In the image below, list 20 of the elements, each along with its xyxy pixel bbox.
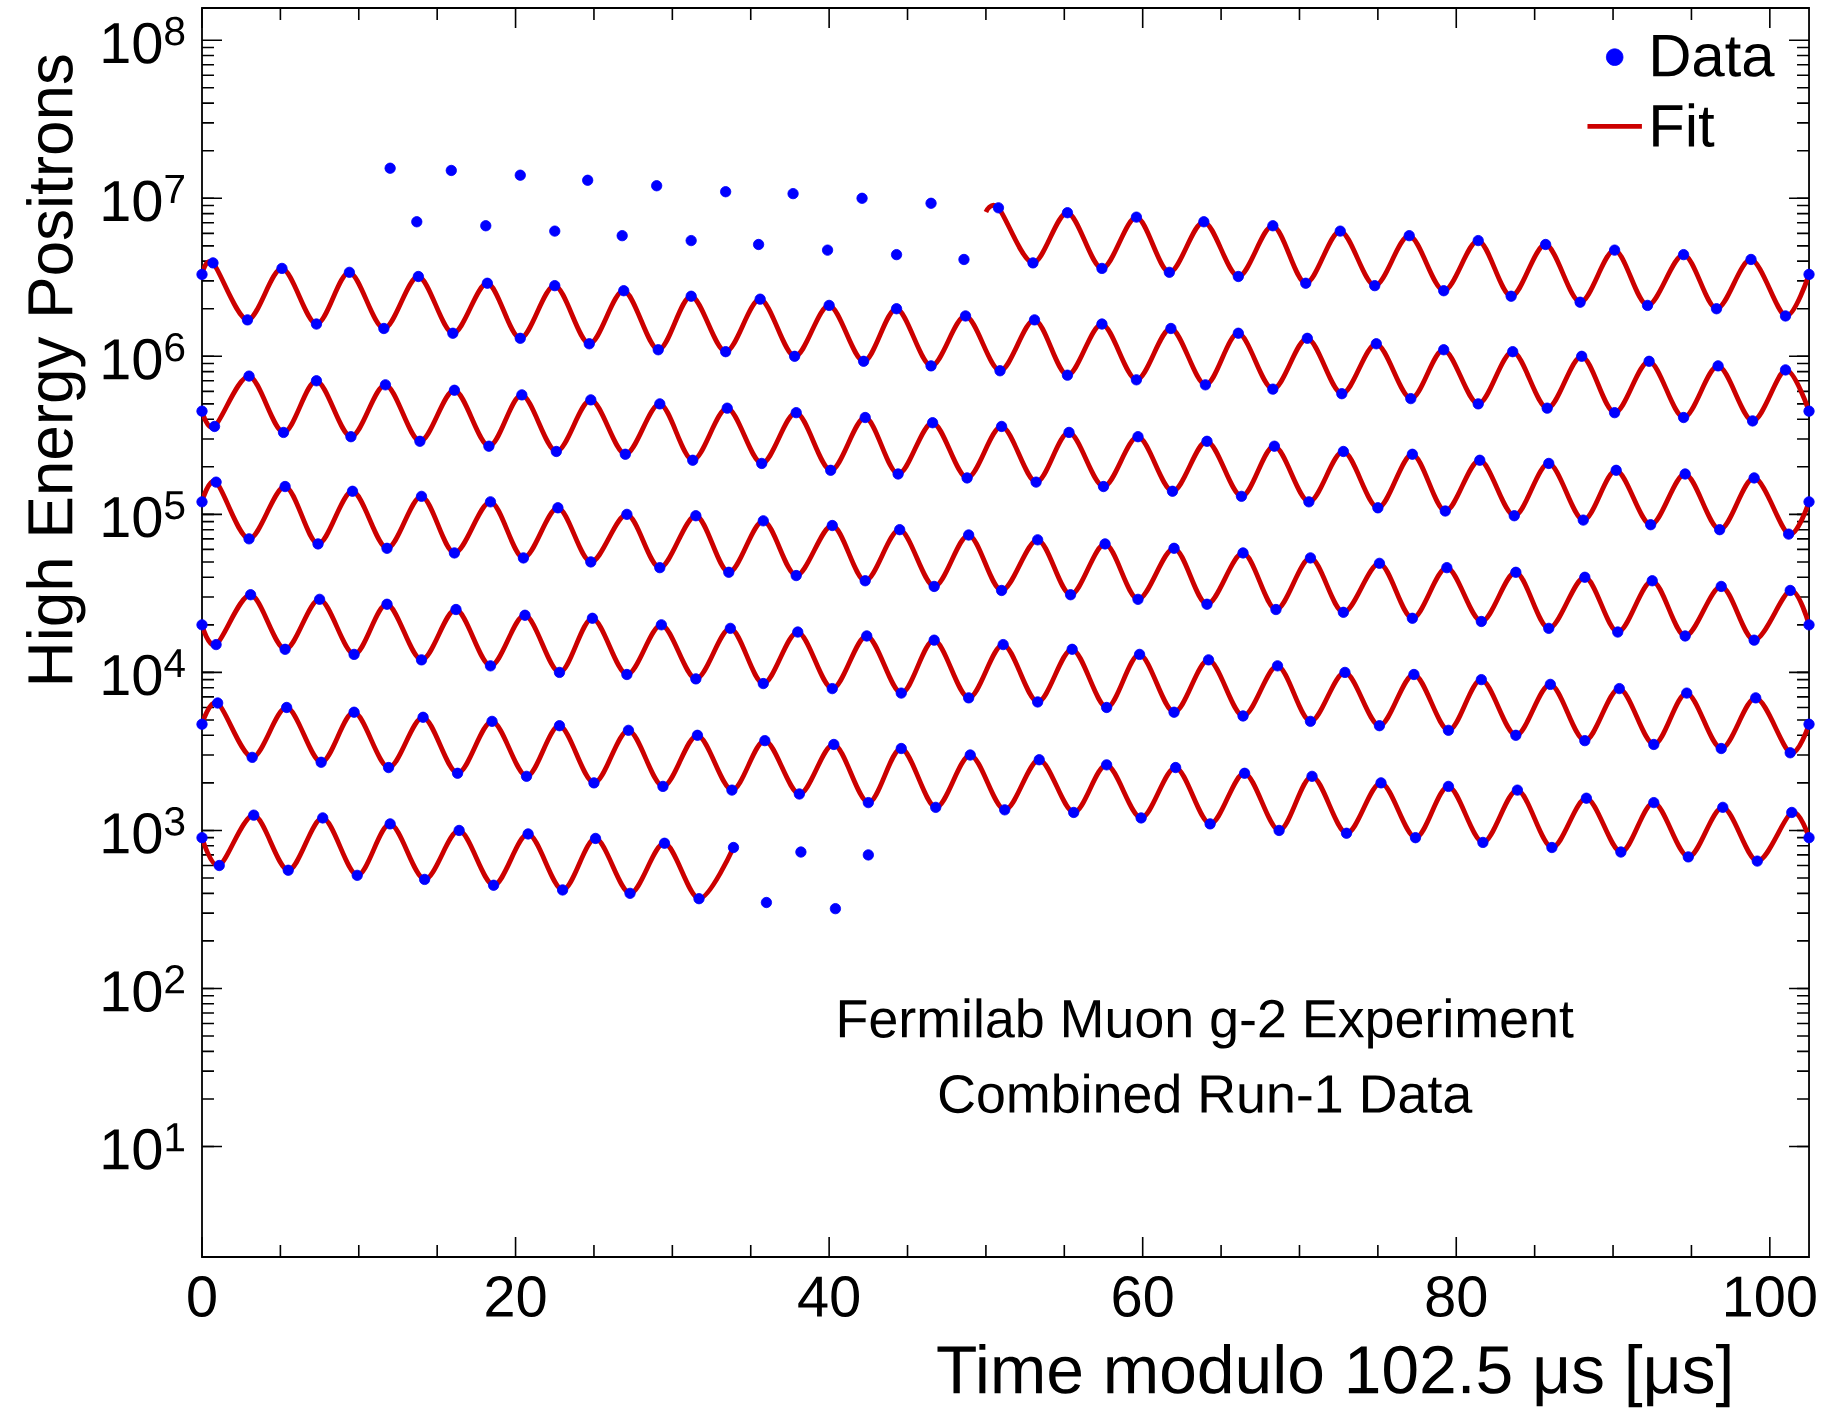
x-tick-label: 20 [486, 1276, 546, 1317]
y-tick-label: 10$^{4}$ [103, 649, 185, 696]
x-tick-label: 40 [798, 1276, 859, 1317]
x-tick-label: 80 [1426, 1276, 1487, 1317]
y-tick-label: 10$^{3}$ [103, 807, 185, 854]
y-tick-label: 10$^{1}$ [103, 1123, 184, 1170]
x-tick-label: 60 [1113, 1276, 1173, 1317]
y-tick-label: 10$^{5}$ [103, 491, 185, 538]
y-tick-label: 10$^{8}$ [103, 16, 185, 64]
legend-label: Fit [1653, 103, 1715, 147]
legend-label: Data [1653, 35, 1775, 77]
annotation: Combined Run-1 Data [939, 1073, 1473, 1114]
y-axis-title: High Energy Positrons [26, 55, 86, 683]
annotation: Fermilab Muon g-2 Experiment [839, 998, 1574, 1049]
y-tick-label: 10$^{7}$ [103, 175, 184, 222]
y-tick-label: 10$^{2}$ [103, 965, 184, 1012]
y-tick-label: 10$^{6}$ [103, 332, 185, 380]
x-tick-label: 0 [188, 1276, 216, 1317]
x-axis-title: Time modulo 102.5 μs [μs] [937, 1344, 1730, 1408]
x-tick-label: 100 [1726, 1276, 1816, 1317]
